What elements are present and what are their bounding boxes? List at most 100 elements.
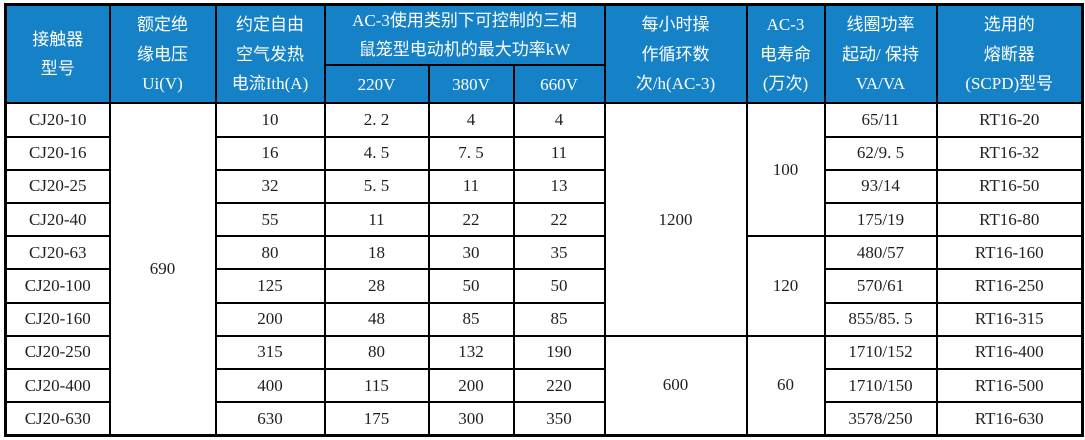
cell-coil-power: 1710/150 (823, 368, 938, 404)
cell-power-220v: 5. 5 (323, 168, 430, 205)
cell-power-380v: 30 (427, 235, 515, 271)
cell-coil-power: 65/11 (823, 102, 938, 138)
table-row: CJ20-63 80 18 30 35 120 480/57 RT16-160 (4, 235, 1084, 337)
cell-coil-power: 3578/250 (823, 401, 938, 437)
cell-power-380v: 7. 5 (427, 135, 515, 171)
cell-ith: 200 (214, 301, 326, 337)
cell-fuse-type: RT16-400 (935, 334, 1084, 371)
cell-power-380v: 132 (427, 334, 515, 371)
cell-power-660v: 50 (512, 268, 606, 304)
cell-model: CJ20-16 (4, 135, 111, 171)
cell-power-380v: 22 (427, 202, 515, 238)
cell-fuse-type: RT16-315 (935, 301, 1084, 337)
cell-power-220v: 4. 5 (323, 135, 430, 171)
cell-power-380v: 11 (427, 168, 515, 205)
cell-power-220v: 18 (323, 235, 430, 271)
cell-model: CJ20-400 (4, 368, 111, 404)
cell-ith: 125 (214, 268, 326, 304)
cell-coil-power: 480/57 (823, 235, 938, 271)
cell-fuse-type: RT16-160 (935, 235, 1084, 271)
cell-power-220v: 11 (323, 202, 430, 238)
cell-coil-power: 62/9. 5 (823, 135, 938, 171)
table-row: CJ20-630 630 175 300 350 3578/250 RT16-6… (4, 401, 1084, 437)
cell-power-220v: 28 (323, 268, 430, 304)
col-header-380v: 380V (427, 64, 515, 105)
col-header-cycles-per-hour: 每小时操 作循环数 次/h(AC-3) (603, 3, 748, 105)
cell-cycles-merged: 1200 (603, 102, 748, 337)
cell-ith: 16 (214, 135, 326, 171)
table-row: CJ20-250 315 80 132 190 600 60 1710/152 … (4, 334, 1084, 437)
table-row: CJ20-400 400 115 200 220 1710/150 RT16-5… (4, 368, 1084, 404)
cell-power-380v: 300 (427, 401, 515, 437)
table-row: CJ20-10 690 10 2. 2 4 4 1200 100 65/11 R… (4, 102, 1084, 437)
cell-life-merged: 100 (745, 102, 826, 238)
cell-power-220v: 2. 2 (323, 102, 430, 138)
cell-ith: 630 (214, 401, 326, 437)
cell-model: CJ20-10 (4, 102, 111, 138)
cell-power-660v: 22 (512, 202, 606, 238)
table-body: CJ20-10 690 10 2. 2 4 4 1200 100 65/11 R… (4, 102, 1084, 437)
cell-ith: 315 (214, 334, 326, 371)
cell-model: CJ20-25 (4, 168, 111, 205)
col-header-model: 接触器 型号 (4, 3, 111, 105)
cell-power-660v: 220 (512, 368, 606, 404)
cell-coil-power: 570/61 (823, 268, 938, 304)
cell-power-380v: 4 (427, 102, 515, 138)
header-row-voltages: 220V 380V 660V (6, 64, 1083, 105)
cell-fuse-type: RT16-80 (935, 202, 1084, 238)
col-header-ac3-max-power: AC-3使用类别下可控制的三相 鼠笼型电动机的最大功率kW (323, 3, 606, 67)
col-header-220v: 220V (323, 64, 430, 105)
cell-fuse-type: RT16-20 (935, 102, 1084, 138)
cell-life-merged: 60 (745, 334, 826, 437)
cell-power-380v: 50 (427, 268, 515, 304)
cell-ith: 32 (214, 168, 326, 205)
table-row: CJ20-40 55 11 22 22 175/19 RT16-80 (4, 202, 1084, 238)
table-header: 接触器 型号 额定绝 缘电压 Ui(V) 约定自由 空气发热 电流Ith(A) … (4, 3, 1084, 105)
col-header-electrical-life: AC-3 电寿命 (万次) (745, 3, 826, 105)
cell-ith: 400 (214, 368, 326, 404)
cell-model: CJ20-100 (4, 268, 111, 304)
cell-coil-power: 93/14 (823, 168, 938, 205)
cell-power-660v: 35 (512, 235, 606, 271)
table-row: CJ20-16 16 4. 5 7. 5 11 62/9. 5 RT16-32 (4, 135, 1084, 171)
col-header-insulation-voltage: 额定绝 缘电压 Ui(V) (108, 3, 217, 105)
cell-power-220v: 80 (323, 334, 430, 371)
cell-power-660v: 190 (512, 334, 606, 371)
cell-model: CJ20-160 (4, 301, 111, 337)
cell-coil-power: 175/19 (823, 202, 938, 238)
cell-coil-power: 1710/152 (823, 334, 938, 371)
cell-power-660v: 13 (512, 168, 606, 205)
cell-power-220v: 48 (323, 301, 430, 337)
cell-power-660v: 85 (512, 301, 606, 337)
col-header-fuse-type: 选用的 熔断器 (SCPD)型号 (935, 3, 1084, 105)
cell-power-380v: 200 (427, 368, 515, 404)
cell-fuse-type: RT16-630 (935, 401, 1084, 437)
table-row: CJ20-25 32 5. 5 11 13 93/14 RT16-50 (4, 168, 1084, 205)
contactor-spec-table: 接触器 型号 额定绝 缘电压 Ui(V) 约定自由 空气发热 电流Ith(A) … (4, 3, 1084, 437)
cell-model: CJ20-250 (4, 334, 111, 371)
cell-fuse-type: RT16-250 (935, 268, 1084, 304)
header-row-main: 接触器 型号 额定绝 缘电压 Ui(V) 约定自由 空气发热 电流Ith(A) … (4, 3, 1084, 105)
cell-cycles-merged: 600 (603, 334, 748, 437)
cell-coil-power: 855/85. 5 (823, 301, 938, 337)
cell-power-220v: 115 (323, 368, 430, 404)
cell-power-220v: 175 (323, 401, 430, 437)
table-row: CJ20-100 125 28 50 50 570/61 RT16-250 (4, 268, 1084, 304)
cell-fuse-type: RT16-32 (935, 135, 1084, 171)
cell-power-660v: 4 (512, 102, 606, 138)
cell-model: CJ20-630 (4, 401, 111, 437)
cell-power-660v: 350 (512, 401, 606, 437)
cell-fuse-type: RT16-500 (935, 368, 1084, 404)
cell-ith: 55 (214, 202, 326, 238)
cell-fuse-type: RT16-50 (935, 168, 1084, 205)
col-header-660v: 660V (512, 64, 606, 105)
cell-insulation-voltage-merged: 690 (108, 102, 217, 437)
col-header-thermal-current: 约定自由 空气发热 电流Ith(A) (214, 3, 326, 105)
cell-ith: 10 (214, 102, 326, 138)
cell-life-merged: 120 (745, 235, 826, 337)
col-header-coil-power: 线圈功率 起动/ 保持 VA/VA (823, 3, 938, 105)
cell-power-380v: 85 (427, 301, 515, 337)
cell-model: CJ20-40 (4, 202, 111, 238)
cell-model: CJ20-63 (4, 235, 111, 271)
